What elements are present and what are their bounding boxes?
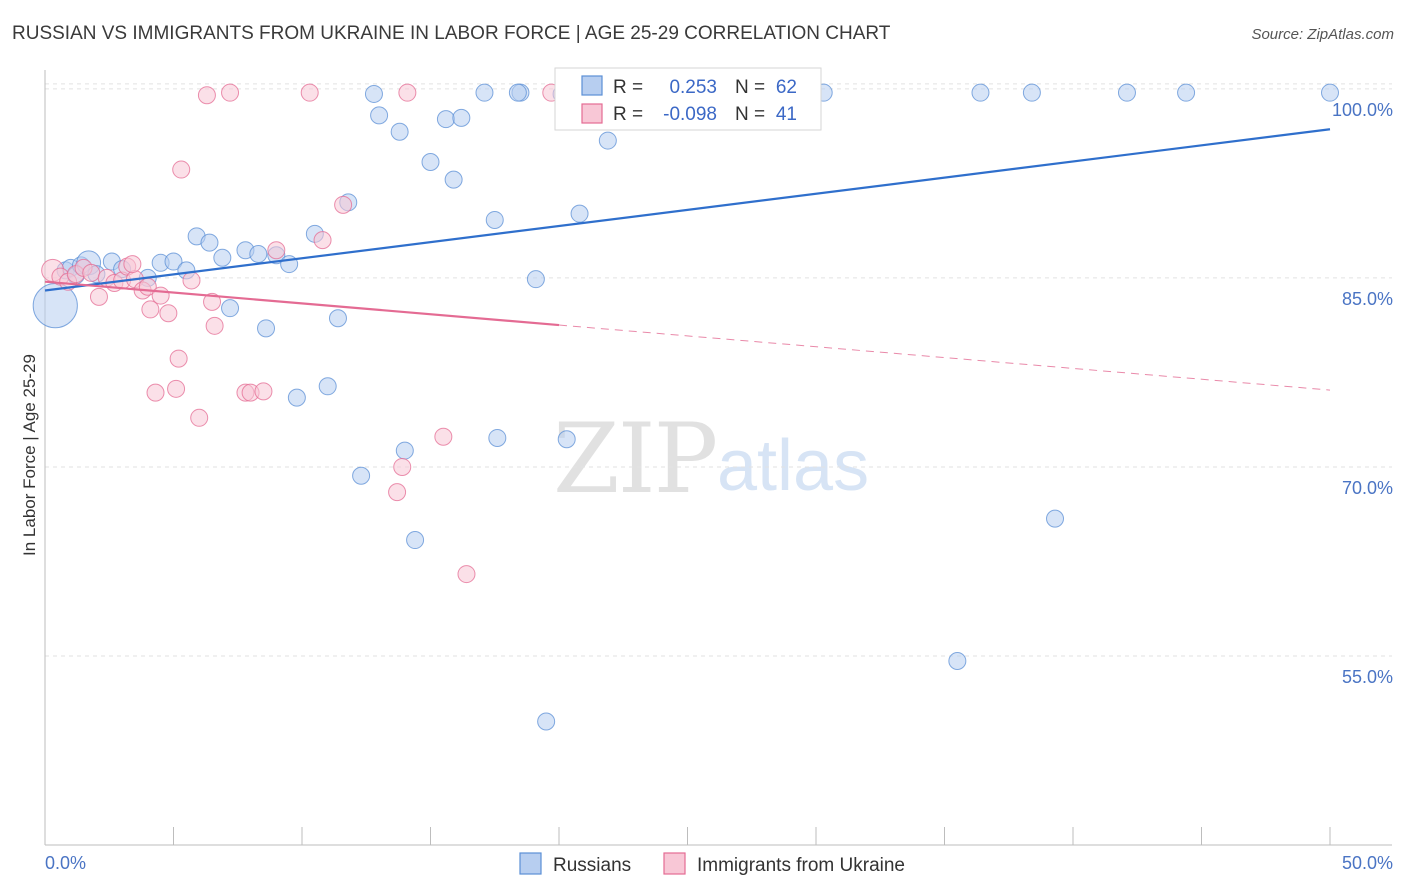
point-ukraine bbox=[146, 383, 165, 402]
point-russians bbox=[213, 248, 232, 267]
point-russians bbox=[390, 122, 409, 141]
stats-swatch-russians bbox=[581, 75, 603, 96]
point-russians bbox=[948, 652, 967, 671]
point-ukraine bbox=[141, 300, 160, 319]
point-russians bbox=[200, 233, 219, 252]
point-russians bbox=[557, 430, 576, 449]
point-russians bbox=[352, 466, 371, 485]
point-ukraine bbox=[334, 195, 353, 214]
point-ukraine bbox=[89, 287, 108, 306]
legend-swatch-russians bbox=[519, 852, 542, 875]
legend-label-ukraine: Immigrants from Ukraine bbox=[697, 855, 905, 876]
point-ukraine bbox=[167, 379, 186, 398]
point-russians bbox=[318, 377, 337, 396]
point-ukraine bbox=[434, 427, 453, 446]
point-russians bbox=[475, 83, 494, 102]
y-tick-label: 100.0% bbox=[1332, 100, 1393, 120]
y-axis-label: In Labor Force | Age 25-29 bbox=[20, 354, 39, 556]
point-ukraine bbox=[457, 565, 476, 584]
point-russians bbox=[526, 270, 545, 289]
point-russians bbox=[421, 152, 440, 171]
point-ukraine bbox=[205, 316, 224, 335]
point-russians bbox=[257, 319, 276, 338]
stats-r-value-russians: 0.253 bbox=[669, 77, 717, 98]
point-russians bbox=[249, 244, 268, 263]
point-ukraine bbox=[151, 286, 170, 305]
stats-n-value-ukraine: 41 bbox=[776, 104, 797, 125]
axes: 55.0% 70.0% 85.0% 100.0% 0.0% 50.0% bbox=[44, 70, 1393, 873]
stats-legend-box: R = 0.253 N = 62 R = -0.098 N = 41 bbox=[554, 67, 822, 131]
legend-swatch-ukraine bbox=[663, 852, 686, 875]
stats-r-label-ukraine: R = bbox=[613, 104, 643, 125]
stats-n-label-ukraine: N = bbox=[735, 104, 765, 125]
point-russians bbox=[488, 428, 507, 447]
point-ukraine bbox=[169, 349, 188, 368]
point-russians bbox=[1117, 83, 1136, 102]
point-russians bbox=[364, 84, 383, 103]
point-ukraine bbox=[203, 292, 222, 311]
point-ukraine bbox=[388, 483, 407, 502]
stats-swatch-ukraine bbox=[581, 103, 603, 124]
stats-n-value-russians: 62 bbox=[776, 77, 797, 98]
series-legend: Russians Immigrants from Ukraine bbox=[519, 852, 905, 876]
point-ukraine bbox=[82, 263, 101, 282]
point-ukraine bbox=[254, 382, 273, 401]
point-ukraine bbox=[267, 241, 286, 260]
gridlines bbox=[45, 83, 1392, 657]
point-ukraine bbox=[172, 160, 191, 179]
point-russians bbox=[508, 83, 527, 102]
point-russians bbox=[436, 110, 455, 129]
point-ukraine bbox=[398, 83, 417, 102]
point-russians bbox=[1177, 83, 1196, 102]
trend-lines bbox=[44, 128, 1331, 391]
point-russians bbox=[1321, 83, 1339, 102]
point-ukraine bbox=[313, 231, 332, 250]
stats-n-label-russians: N = bbox=[735, 77, 765, 98]
point-russians bbox=[444, 170, 463, 189]
point-russians bbox=[287, 388, 306, 407]
point-russians bbox=[570, 204, 589, 223]
point-russians bbox=[452, 108, 471, 127]
point-russians bbox=[395, 441, 414, 460]
point-russians bbox=[1022, 83, 1041, 102]
point-russians bbox=[328, 309, 347, 328]
point-ukraine bbox=[123, 255, 142, 274]
y-tick-label: 55.0% bbox=[1342, 667, 1393, 687]
y-tick-label: 85.0% bbox=[1342, 289, 1393, 309]
point-russians bbox=[971, 83, 990, 102]
point-russians bbox=[164, 252, 183, 271]
stats-r-label-russians: R = bbox=[613, 77, 643, 98]
chart-title: RUSSIAN VS IMMIGRANTS FROM UKRAINE IN LA… bbox=[12, 23, 891, 44]
point-russians bbox=[537, 712, 556, 731]
trend-line-ukraine-extension bbox=[558, 324, 1331, 391]
watermark-zip: ZIP bbox=[553, 403, 716, 515]
trend-line-ukraine bbox=[44, 280, 560, 327]
point-ukraine bbox=[159, 304, 178, 323]
legend-label-russians: Russians bbox=[553, 855, 631, 876]
point-russians bbox=[221, 299, 240, 318]
stats-r-value-ukraine: -0.098 bbox=[663, 104, 717, 125]
point-russians bbox=[598, 131, 617, 150]
point-russians bbox=[485, 210, 504, 229]
point-ukraine bbox=[393, 457, 412, 476]
point-russians bbox=[406, 531, 425, 550]
x-tick-label-max: 50.0% bbox=[1342, 853, 1393, 873]
x-tick-label-min: 0.0% bbox=[45, 853, 86, 873]
watermark: ZIP atlas bbox=[553, 403, 869, 515]
point-russians bbox=[1046, 509, 1065, 528]
trend-line-russians bbox=[44, 128, 1331, 292]
point-ukraine bbox=[190, 408, 209, 427]
point-ukraine bbox=[182, 271, 201, 290]
point-ukraine bbox=[300, 83, 319, 102]
chart-source: Source: ZipAtlas.com bbox=[1251, 26, 1394, 43]
watermark-atlas: atlas bbox=[717, 426, 869, 506]
point-russians bbox=[370, 106, 389, 125]
y-tick-label: 70.0% bbox=[1342, 478, 1393, 498]
point-ukraine bbox=[197, 86, 216, 105]
point-ukraine bbox=[221, 83, 240, 102]
